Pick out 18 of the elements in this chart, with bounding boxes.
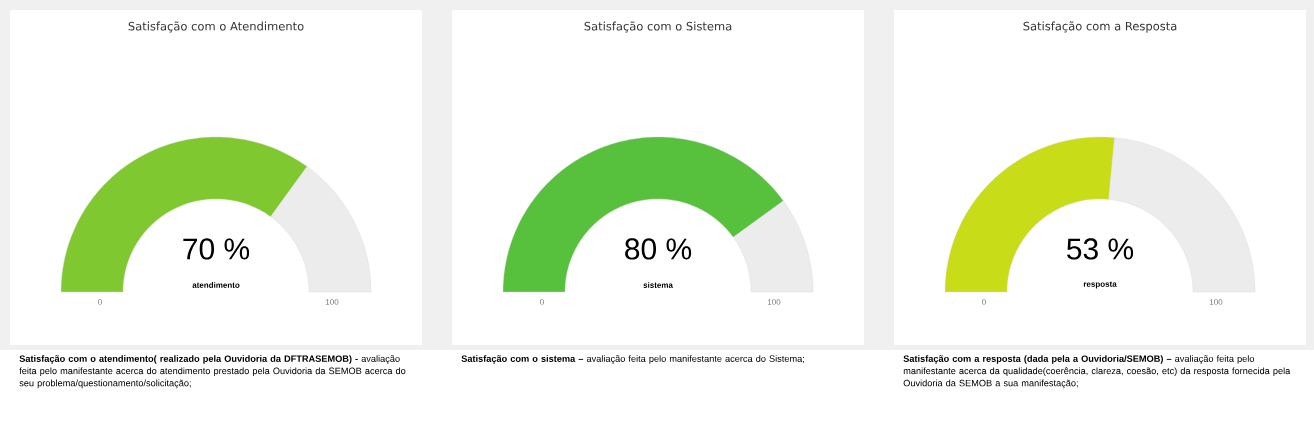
text: 100 — [1209, 299, 1223, 305]
text: 0 — [982, 299, 986, 305]
text: Satisfação com o sistema – avaliação feita pelo manifestante acerca do Sistema; — [461, 355, 804, 364]
chart-title: Satisfação com o Sistema — [584, 21, 732, 33]
chart-title: Satisfação com o Atendimento — [128, 21, 304, 33]
text: 0 — [98, 299, 102, 305]
text: 100 — [325, 299, 339, 305]
data-label: 53 % — [1067, 238, 1134, 260]
text: 0 — [540, 299, 544, 305]
slice-label: resposta — [1083, 281, 1117, 289]
slice-label: sistema — [643, 282, 673, 288]
text: Satisfação com o atendimento( realizado pela Ouvidoria da DFTRASEMOB) - avaliação feita pelo manifestante acerca do atendimento prestado pela Ouvidoria da SEMOB acerca do seu problema/questionamento/solicitação; — [19, 355, 406, 389]
data-label: 70 % — [183, 238, 250, 260]
text: 100 — [767, 299, 781, 305]
slice-label: atendimento — [192, 282, 240, 288]
chart-title: Satisfação com a Resposta — [1023, 21, 1177, 33]
text: Satisfação com a resposta (dada pela a Ouvidoria/SEMOB) – avaliação feita pelo manifestante acerca da qualidade(coerência, clareza, coesão, etc) da resposta fornecida pela Ouvidoria da SEMOB a sua manifestação; — [903, 355, 1291, 389]
data-label: 80 % — [625, 238, 692, 260]
